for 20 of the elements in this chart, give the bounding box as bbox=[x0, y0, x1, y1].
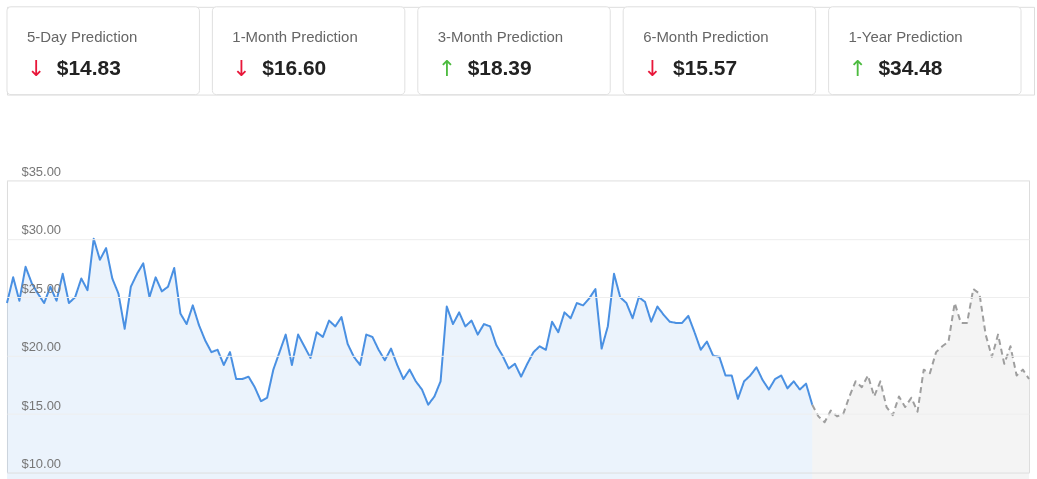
text: $34.48 bbox=[878, 55, 943, 79]
text: ↑ bbox=[848, 55, 867, 81]
text: ↓ bbox=[643, 55, 662, 81]
text: ↑ bbox=[437, 55, 457, 81]
text: $14.83 bbox=[56, 55, 121, 79]
y-tick-label: $10.00 bbox=[21, 456, 62, 471]
text: 1-Year Prediction bbox=[848, 27, 963, 45]
text: $16.60 bbox=[262, 55, 327, 79]
text: $18.39 bbox=[467, 55, 532, 79]
text: 6-Month Prediction bbox=[643, 27, 769, 45]
y-tick-label: $35.00 bbox=[21, 163, 62, 179]
text: ↓ bbox=[26, 55, 46, 81]
y-tick-label: $30.00 bbox=[21, 222, 62, 238]
y-tick-label: $15.00 bbox=[21, 397, 62, 413]
text: ↓ bbox=[232, 55, 251, 81]
y-tick-label: $20.00 bbox=[21, 339, 62, 355]
text: $15.57 bbox=[673, 55, 738, 79]
text: 3-Month Prediction bbox=[437, 27, 564, 45]
text: 1-Month Prediction bbox=[232, 27, 358, 45]
text: 5-Day Prediction bbox=[26, 27, 138, 45]
